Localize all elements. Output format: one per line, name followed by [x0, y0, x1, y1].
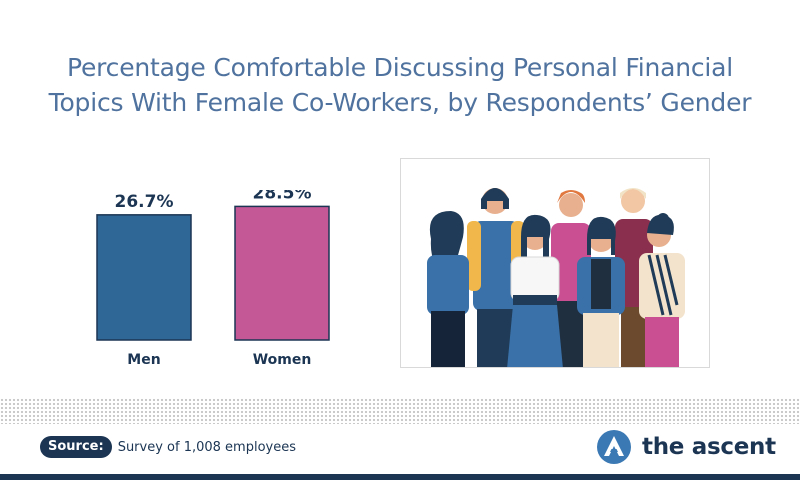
bottom-bar — [0, 474, 800, 480]
brand-logo: the ascent — [596, 429, 776, 465]
source-text: Survey of 1,008 employees — [117, 439, 296, 455]
group-of-women-icon — [427, 188, 685, 367]
chart-title: Percentage Comfortable Discussing Person… — [0, 50, 800, 120]
source-label: Source: — [40, 436, 112, 458]
women-group-illustration — [400, 158, 710, 368]
bar-chart: 26.7% Men 28.5% Women — [96, 190, 330, 368]
ascent-logo-icon — [597, 430, 631, 464]
category-label-men: Men — [127, 352, 160, 368]
dotted-divider — [0, 398, 800, 424]
source-note: Source: Survey of 1,008 employees — [40, 436, 296, 458]
value-label-women: 28.5% — [253, 190, 312, 203]
category-label-women: Women — [253, 352, 312, 368]
bar-men — [96, 214, 192, 341]
chart-title-line-2: Topics With Female Co-Workers, by Respon… — [48, 88, 752, 117]
value-label-men: 26.7% — [115, 192, 174, 212]
brand-name: the ascent — [642, 434, 776, 460]
chart-title-line-1: Percentage Comfortable Discussing Person… — [66, 53, 734, 82]
bar-women — [234, 205, 330, 341]
